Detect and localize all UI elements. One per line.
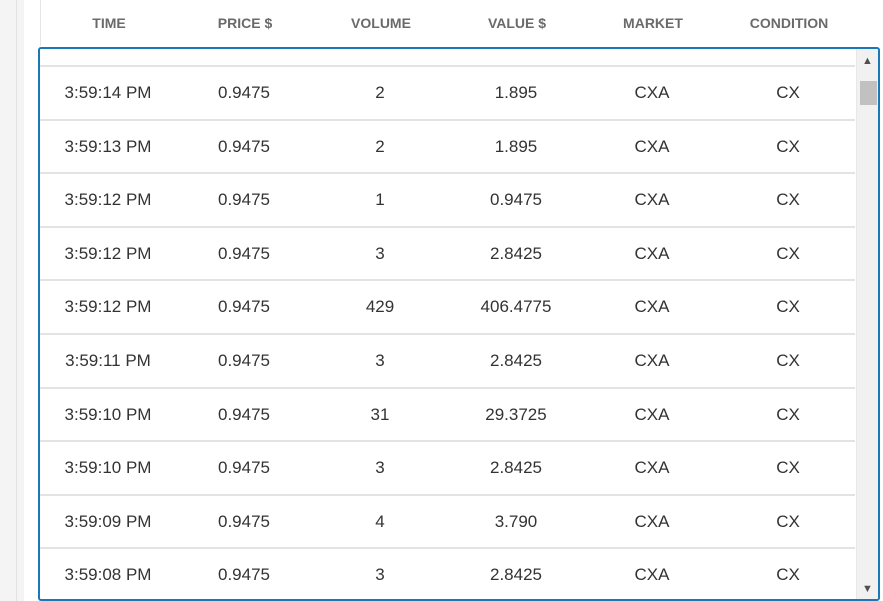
- cell-condition: CX: [776, 243, 800, 263]
- cell-time: 3:59:08 PM: [64, 565, 152, 585]
- scroll-up-arrow-icon[interactable]: ▲: [862, 55, 873, 67]
- cell-price: 0.9475: [218, 136, 270, 156]
- cell-volume: 3: [375, 565, 385, 585]
- cell-condition: CX: [776, 565, 800, 585]
- cell-price: 0.9475: [218, 350, 270, 370]
- cell-volume: 3: [375, 350, 385, 370]
- cell-volume: 3: [375, 458, 385, 478]
- cell-time: 3:59:14 PM: [64, 83, 152, 102]
- cell-condition: CX: [776, 458, 800, 478]
- table-row[interactable]: 3:59:10 PM 0.9475 31 29.3725 CXA CX: [40, 386, 855, 441]
- cell-volume: 2: [375, 83, 385, 102]
- column-header-value[interactable]: VALUE $: [487, 15, 547, 31]
- cell-value: 2.8425: [490, 458, 542, 478]
- cell-volume: 2: [375, 136, 385, 156]
- cell-price: 0.9475: [218, 511, 270, 531]
- cell-value: 0.9475: [490, 190, 542, 210]
- cell-volume: 1: [375, 190, 385, 210]
- cell-condition: CX: [776, 83, 800, 102]
- table-row[interactable]: 3:59:12 PM 0.9475 429 406.4775 CXA CX: [40, 279, 855, 333]
- column-header-condition[interactable]: CONDITION: [749, 15, 829, 31]
- cell-price: 0.9475: [218, 565, 270, 585]
- cell-price: 0.9475: [218, 297, 270, 317]
- cell-value: 1.895: [494, 136, 538, 156]
- cell-price: 0.9475: [218, 83, 270, 102]
- scroll-down-arrow-icon[interactable]: ▼: [862, 583, 873, 595]
- cell-value: 2.8425: [490, 565, 542, 585]
- table-row[interactable]: 3:59:12 PM 0.9475 3 2.8425 CXA CX: [40, 225, 855, 280]
- cell-market: CXA: [634, 404, 670, 424]
- cell-time: 3:59:12 PM: [64, 297, 152, 317]
- column-header-market[interactable]: MARKET: [623, 15, 683, 31]
- cell-condition: CX: [776, 190, 800, 210]
- cell-market: CXA: [634, 511, 670, 531]
- cell-price: 0.9475: [218, 243, 270, 263]
- column-header-price[interactable]: PRICE $: [217, 15, 273, 31]
- table-row[interactable]: 3:59:13 PM 0.9475 2 1.895 CXA CX: [40, 118, 855, 173]
- table-row[interactable]: 3:59:09 PM 0.9475 4 3.790 CXA CX: [40, 493, 855, 548]
- cell-volume: 3: [375, 243, 385, 263]
- cell-condition: CX: [776, 350, 800, 370]
- cell-condition: CX: [776, 511, 800, 531]
- cell-volume: 31: [370, 404, 390, 424]
- table-body: 3:59:14 PM 0.9475 2 1.895 CXA CX 3:59:13 PM 0.9…: [40, 65, 855, 599]
- cell-value: 29.3725: [485, 404, 547, 424]
- cell-market: CXA: [634, 136, 670, 156]
- cell-time: 3:59:09 PM: [64, 511, 152, 531]
- cell-time: 3:59:13 PM: [64, 136, 152, 156]
- table-row[interactable]: 3:59:12 PM 0.9475 1 0.9475 CXA CX: [40, 172, 855, 226]
- cell-time: 3:59:10 PM: [64, 404, 152, 424]
- cell-value: 2.8425: [490, 243, 542, 263]
- cell-market: CXA: [634, 565, 670, 585]
- cell-time: 3:59:12 PM: [64, 190, 152, 210]
- table-row[interactable]: 3:59:11 PM 0.9475 3 2.8425 CXA CX: [40, 332, 855, 387]
- cell-condition: CX: [776, 297, 800, 317]
- cell-time: 3:59:10 PM: [64, 458, 152, 478]
- cell-value: 1.895: [494, 83, 538, 102]
- cell-market: CXA: [634, 458, 670, 478]
- table-row[interactable]: 3:59:08 PM 0.9475 3 2.8425 CXA CX: [40, 547, 855, 599]
- table-row[interactable]: 3:59:10 PM 0.9475 3 2.8425 CXA CX: [40, 440, 855, 494]
- vertical-scrollbar[interactable]: ▲ ▼: [856, 49, 878, 599]
- cell-price: 0.9475: [218, 458, 270, 478]
- cell-time: 3:59:12 PM: [64, 243, 152, 263]
- cell-price: 0.9475: [218, 190, 270, 210]
- cell-condition: CX: [776, 136, 800, 156]
- trades-panel: TIME PRICE $ VOLUME VALUE $ MARKET CONDI…: [24, 0, 883, 601]
- column-header-time[interactable]: TIME: [92, 15, 126, 31]
- cell-volume: 4: [375, 511, 385, 531]
- cell-condition: CX: [776, 404, 800, 424]
- column-header-volume[interactable]: VOLUME: [351, 15, 411, 31]
- cell-market: CXA: [634, 297, 670, 317]
- trades-table[interactable]: 3:59:14 PM 0.9475 2 1.895 CXA CX 3:59:13 PM 0.9…: [38, 47, 880, 601]
- cell-value: 2.8425: [490, 350, 542, 370]
- scrollbar-thumb[interactable]: [860, 81, 877, 105]
- table-header: TIME PRICE $ VOLUME VALUE $ MARKET CONDI…: [40, 0, 883, 46]
- cell-market: CXA: [634, 83, 670, 102]
- table-row[interactable]: 3:59:14 PM 0.9475 2 1.895 CXA CX: [40, 65, 855, 119]
- left-panel-edge: [0, 0, 17, 601]
- cell-price: 0.9475: [218, 404, 270, 424]
- cell-market: CXA: [634, 350, 670, 370]
- cell-market: CXA: [634, 243, 670, 263]
- cell-volume: 429: [365, 297, 395, 317]
- cell-market: CXA: [634, 190, 670, 210]
- cell-time: 3:59:11 PM: [65, 350, 151, 370]
- cell-value: 406.4775: [480, 297, 552, 317]
- cell-value: 3.790: [494, 511, 538, 531]
